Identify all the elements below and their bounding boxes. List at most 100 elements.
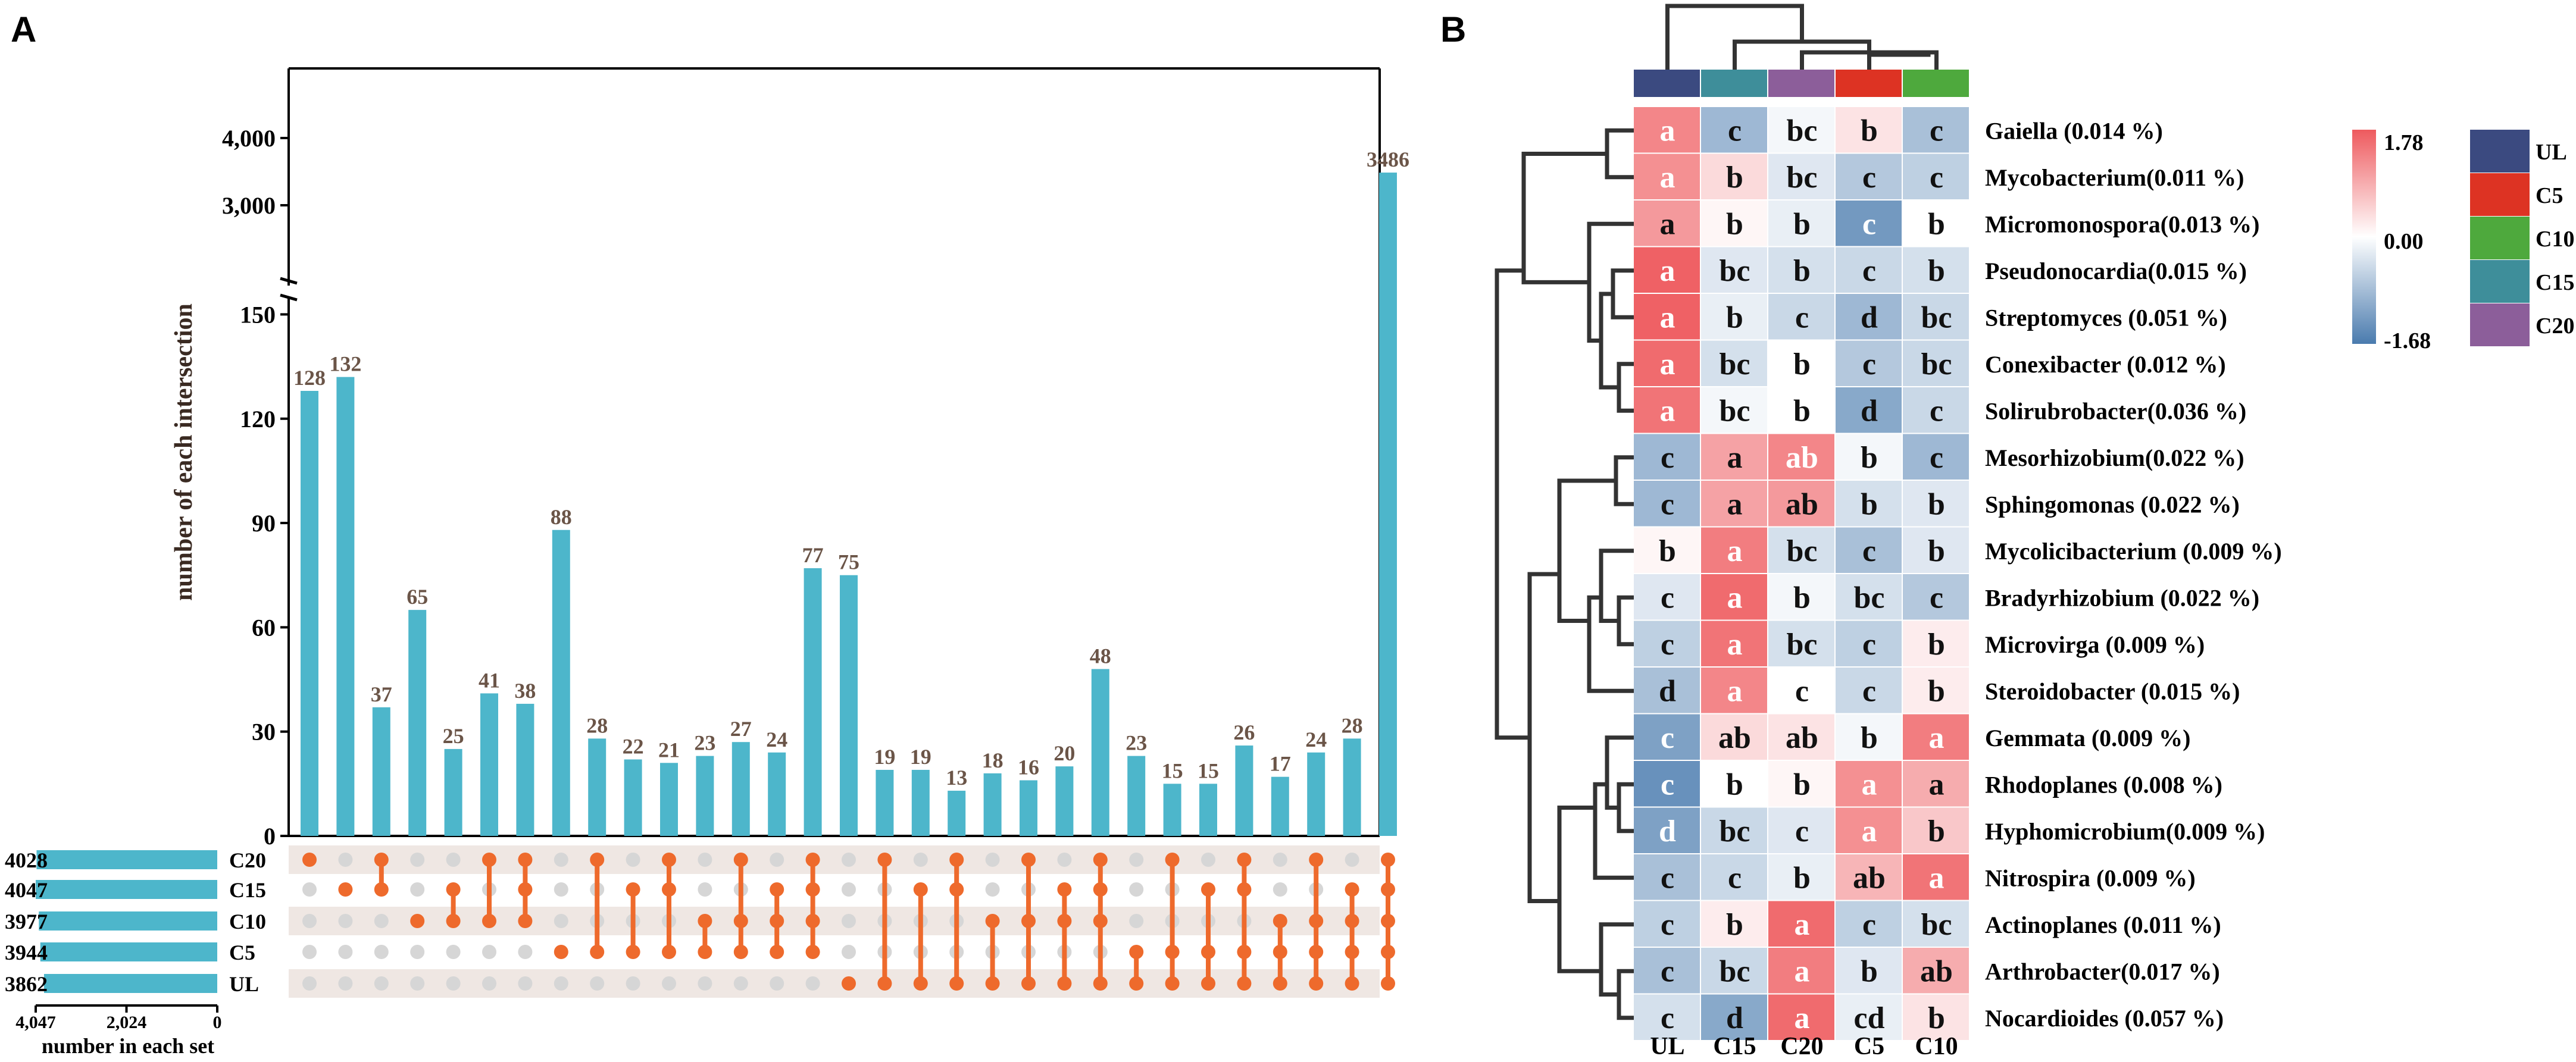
matrix-dot [1201, 853, 1215, 867]
heatmap-cell [1836, 247, 1902, 293]
cell-letter: b [1928, 207, 1945, 241]
heatmap-cell [1836, 387, 1902, 433]
axis-break-mark [280, 277, 298, 302]
heatmap-cell [1836, 481, 1902, 527]
heatmap-cell [1701, 481, 1767, 527]
heatmap-cell [1903, 294, 1969, 340]
set-size-label: 3944 [5, 941, 48, 964]
legend-swatch [2470, 217, 2530, 259]
matrix-dot [1345, 853, 1359, 867]
heatmap-cell [1768, 247, 1834, 293]
cell-letter: cd [1854, 1001, 1885, 1035]
cell-letter: bc [1720, 814, 1750, 848]
intersection-bar [1091, 669, 1109, 836]
colorbar [2352, 130, 2376, 344]
matrix-dot [482, 976, 496, 991]
matrix-dot [626, 976, 640, 991]
heatmap-cell [1903, 948, 1969, 994]
cell-letter: a [1727, 628, 1743, 662]
matrix-dot [1129, 914, 1144, 928]
set-axis-tick-label: 0 [213, 1013, 222, 1032]
heatmap-cell [1836, 434, 1902, 480]
row-label: Rhodoplanes (0.008 %) [1985, 771, 2222, 798]
heatmap-cell [1634, 621, 1700, 666]
heatmap-cell [1701, 761, 1767, 807]
cell-letter: a [1862, 814, 1877, 848]
matrix-dot [518, 945, 533, 959]
cell-letter: c [1862, 347, 1876, 381]
bar-value-label: 48 [1090, 644, 1111, 668]
heatmap-cell [1903, 901, 1969, 947]
cell-letter: b [1861, 487, 1878, 521]
row-dendrogram [1495, 128, 1634, 1020]
matrix-dot [554, 882, 568, 897]
matrix-dot [554, 914, 568, 928]
cell-letter: c [1661, 861, 1674, 895]
cell-letter: c [1728, 861, 1742, 895]
heatmap-cell [1634, 434, 1700, 480]
y-tick-label: 3,000 [222, 192, 276, 219]
matrix-dot [1129, 882, 1144, 897]
heatmap-cell [1701, 994, 1767, 1040]
cell-letter: a [1660, 394, 1675, 428]
column-annotation-swatch [1836, 70, 1902, 97]
intersection-bar [1055, 766, 1074, 836]
heatmap-cell [1634, 668, 1700, 713]
y-tick-label: 90 [252, 510, 276, 537]
bar-value-label: 19 [874, 745, 895, 769]
heatmap-cell [1634, 247, 1700, 293]
column-label: C5 [1854, 1033, 1884, 1060]
cell-letter: a [1727, 581, 1743, 615]
cell-letter: b [1726, 908, 1743, 942]
cell-letter: bc [1720, 347, 1750, 381]
cell-letter: c [1862, 534, 1876, 568]
bar-value-label: 3486 [1367, 148, 1409, 171]
column-annotation-swatch [1903, 70, 1969, 97]
column-label: C15 [1713, 1033, 1756, 1060]
row-label: Micromonospora(0.013 %) [1985, 211, 2259, 237]
set-name-label: C5 [229, 941, 255, 964]
cell-letter: c [1862, 908, 1876, 942]
matrix-row-stripe [289, 907, 1380, 935]
heatmap-cell [1836, 574, 1902, 620]
matrix-dot [913, 853, 928, 867]
heatmap-cell [1903, 574, 1969, 620]
legend-label: C5 [2536, 183, 2563, 208]
cell-letter: c [1862, 254, 1876, 288]
matrix-dot [698, 976, 712, 991]
cell-letter: ab [1786, 721, 1818, 755]
cell-letter: c [1930, 114, 1943, 148]
matrix-dot [518, 976, 533, 991]
bar-value-label: 18 [982, 748, 1003, 772]
y-axis-title: number of each intersection [170, 303, 198, 601]
cell-letter: b [1659, 534, 1676, 568]
cell-letter: c [1930, 161, 1943, 195]
row-label: Actinoplanes (0.011 %) [1985, 911, 2221, 938]
cell-letter: b [1928, 814, 1945, 848]
cell-letter: c [1661, 1001, 1674, 1035]
intersection-bar [444, 748, 462, 836]
matrix-dot [446, 976, 461, 991]
heatmap-cell [1634, 948, 1700, 994]
cell-letter: b [1861, 954, 1878, 988]
cell-letter: d [1659, 674, 1676, 708]
cell-letter: bc [1787, 114, 1818, 148]
heatmap-cell [1634, 714, 1700, 760]
cell-letter: b [1793, 254, 1811, 288]
cell-letter: a [1795, 908, 1810, 942]
heatmap-cell [1903, 668, 1969, 713]
matrix-dot [985, 882, 1000, 897]
heatmap-cell [1903, 761, 1969, 807]
cell-letter: b [1793, 394, 1811, 428]
matrix-dot [374, 914, 389, 928]
column-annotation-swatch [1768, 70, 1834, 97]
cell-letter: ab [1786, 441, 1818, 475]
row-label: Conexibacter (0.012 %) [1985, 351, 2226, 378]
heatmap-cell [1634, 107, 1700, 153]
matrix-dot [1129, 853, 1144, 867]
bar-value-label: 13 [946, 766, 967, 790]
y-tick-label: 60 [252, 614, 276, 641]
intersection-bar [408, 610, 427, 836]
heatmap-cell [1903, 434, 1969, 480]
matrix-dot [985, 853, 1000, 867]
